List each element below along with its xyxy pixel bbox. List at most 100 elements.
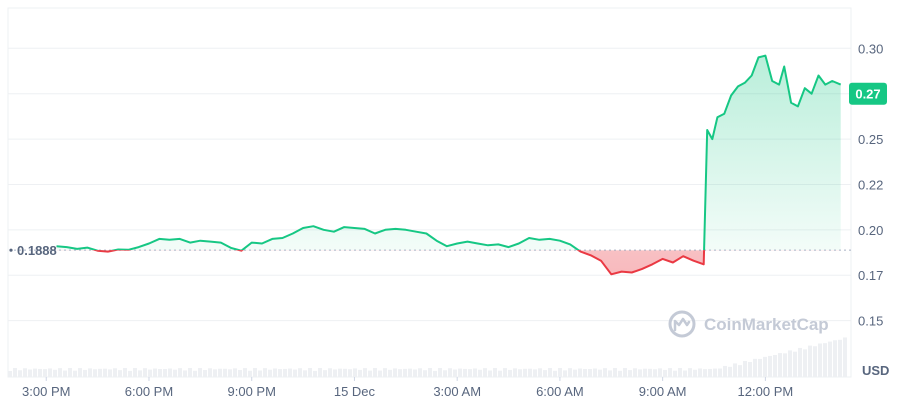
- volume-bar: [118, 370, 122, 377]
- volume-bar: [153, 368, 157, 377]
- volume-bar: [248, 370, 252, 377]
- y-tick-label-6: 0.15: [858, 314, 883, 329]
- volume-bar: [458, 368, 462, 377]
- volume-bar: [488, 370, 492, 377]
- baseline-marker: 0.1888: [9, 243, 57, 258]
- volume-bar: [293, 369, 297, 377]
- volume-bar: [353, 368, 357, 377]
- volume-bar: [208, 368, 212, 377]
- volume-bar: [408, 368, 412, 377]
- y-tick-label-4: 0.20: [858, 223, 883, 238]
- volume-bar: [538, 368, 542, 377]
- volume-bar: [428, 368, 432, 377]
- volume-bar: [618, 370, 622, 377]
- volume-bar: [278, 369, 282, 377]
- volume-bar: [438, 368, 442, 377]
- volume-bar: [193, 370, 197, 377]
- volume-bar: [188, 368, 192, 377]
- volume-bar: [178, 368, 182, 377]
- volume-bar: [273, 368, 277, 377]
- volume-bar: [403, 368, 407, 377]
- volume-bar: [818, 343, 822, 377]
- volume-bar: [713, 368, 717, 377]
- volume-bar: [608, 370, 612, 377]
- volume-bar: [533, 369, 537, 377]
- volume-bar: [563, 370, 567, 377]
- volume-bar: [558, 368, 562, 377]
- volume-bar: [648, 368, 652, 377]
- volume-bar: [778, 353, 782, 377]
- volume-bar: [453, 369, 457, 377]
- volume-bar: [78, 368, 82, 377]
- volume-bar: [123, 368, 127, 377]
- volume-bars: [8, 337, 847, 377]
- volume-bar: [358, 369, 362, 377]
- x-tick-label-5: 6:00 AM: [536, 384, 584, 399]
- volume-bar: [343, 368, 347, 377]
- volume-bar: [423, 370, 427, 377]
- volume-bar: [543, 370, 547, 377]
- volume-bar: [668, 368, 672, 377]
- volume-bar: [633, 368, 637, 377]
- price-line-up: [56, 54, 842, 251]
- volume-bar: [223, 368, 227, 377]
- volume-bar: [708, 368, 712, 377]
- volume-bar: [218, 368, 222, 377]
- area-above-baseline: [56, 55, 841, 251]
- volume-bar: [173, 369, 177, 377]
- price-line: [56, 54, 842, 276]
- volume-bar: [798, 347, 802, 377]
- volume-bar: [313, 370, 317, 377]
- volume-bar: [568, 368, 572, 377]
- volume-bar: [378, 370, 382, 377]
- volume-bar: [348, 369, 352, 377]
- volume-bar: [688, 368, 692, 377]
- x-tick-label-7: 12:00 PM: [738, 384, 794, 399]
- volume-bar: [93, 369, 97, 377]
- volume-bar: [588, 369, 592, 377]
- volume-bar: [283, 368, 287, 377]
- volume-bar: [838, 339, 842, 377]
- volume-bar: [13, 368, 17, 377]
- volume-bar: [548, 368, 552, 377]
- x-tick-label-2: 9:00 PM: [228, 384, 276, 399]
- volume-bar: [658, 368, 662, 377]
- baseline-label: 0.1888: [17, 243, 57, 258]
- currency-label: USD: [862, 363, 889, 378]
- volume-bar: [303, 370, 307, 377]
- y-tick-label-5: 0.17: [858, 268, 883, 283]
- volume-bar: [58, 368, 62, 377]
- volume-bar: [773, 355, 777, 377]
- volume-bar: [168, 368, 172, 377]
- volume-bar: [763, 356, 767, 377]
- volume-bar: [238, 370, 242, 377]
- volume-bar: [463, 368, 467, 377]
- volume-bar: [723, 365, 727, 377]
- volume-bar: [653, 369, 657, 377]
- volume-bar: [493, 368, 497, 377]
- volume-bar: [38, 368, 42, 377]
- volume-bar: [593, 368, 597, 377]
- volume-bar: [828, 341, 832, 377]
- volume-bar: [523, 368, 527, 377]
- volume-bar: [483, 368, 487, 377]
- volume-bar: [728, 366, 732, 377]
- volume-bar: [23, 368, 27, 377]
- volume-bar: [253, 368, 257, 377]
- volume-bar: [843, 337, 847, 377]
- volume-bar: [363, 368, 367, 377]
- volume-bar: [793, 351, 797, 377]
- volume-bar: [503, 368, 507, 377]
- volume-bar: [373, 368, 377, 377]
- volume-bar: [603, 368, 607, 377]
- volume-bar: [128, 370, 132, 377]
- y-tick-label-0: 0.30: [858, 41, 883, 56]
- x-tick-label-0: 3:00 PM: [22, 384, 70, 399]
- volume-bar: [73, 370, 77, 377]
- volume-bar: [553, 370, 557, 377]
- volume-bar: [198, 368, 202, 377]
- volume-bar: [583, 369, 587, 377]
- volume-bar: [243, 368, 247, 377]
